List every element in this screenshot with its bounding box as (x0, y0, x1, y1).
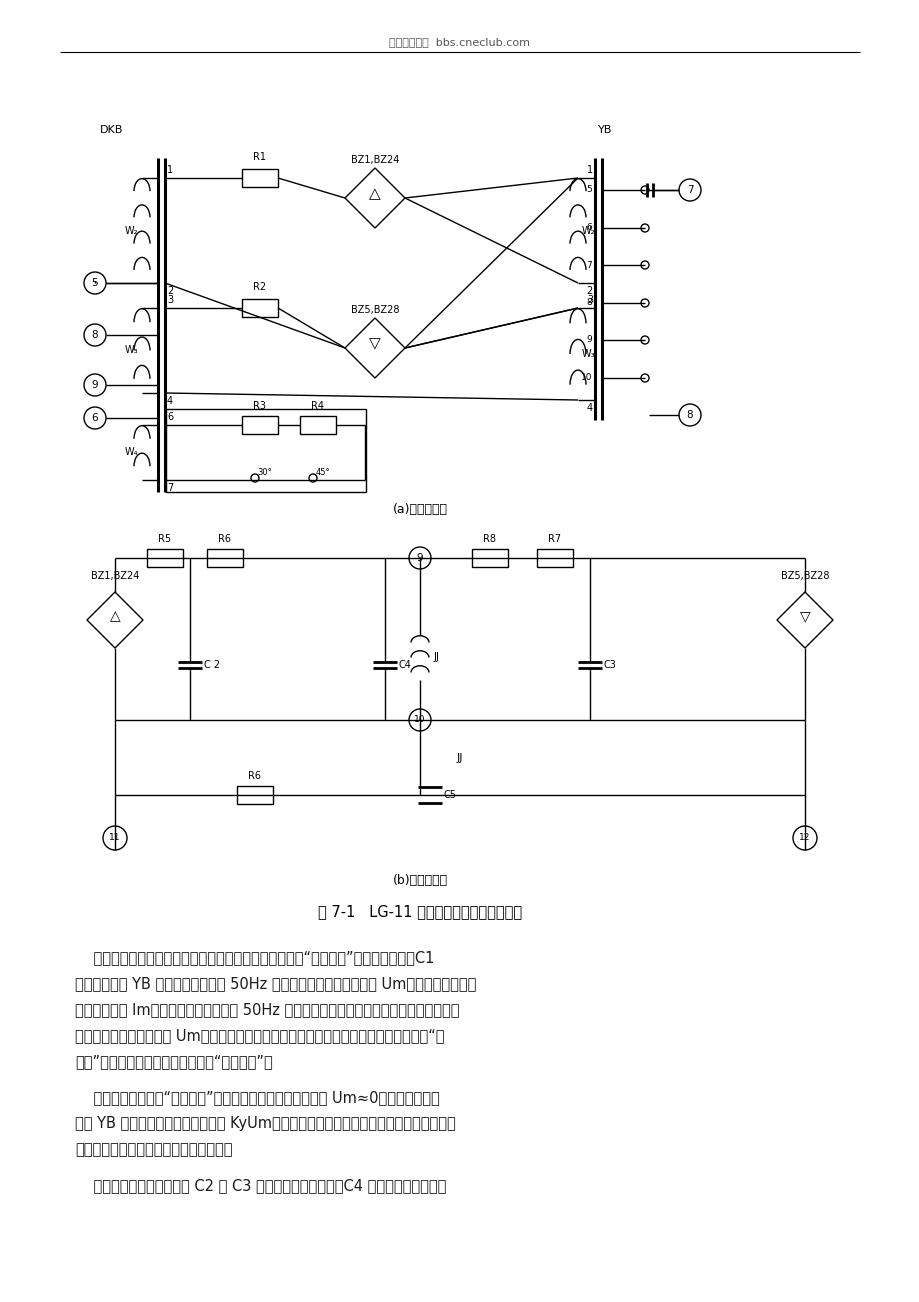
Text: 北方电力论坛  bbs.cneclub.com: 北方电力论坛 bbs.cneclub.com (389, 36, 530, 47)
Text: 住了”短路前的电压的相位，故称为“记忆回路”。: 住了”短路前的电压的相位，故称为“记忆回路”。 (75, 1055, 272, 1069)
Text: R2: R2 (253, 283, 267, 292)
Text: 9: 9 (585, 336, 591, 345)
Circle shape (84, 324, 106, 346)
Text: 30°: 30° (257, 467, 272, 477)
Circle shape (641, 336, 648, 344)
Text: 6: 6 (92, 413, 98, 423)
Text: C3: C3 (604, 660, 617, 671)
Text: 45°: 45° (315, 467, 330, 477)
Text: △: △ (109, 609, 120, 622)
Circle shape (641, 374, 648, 381)
Text: 2: 2 (586, 286, 593, 296)
Text: BZ1,BZ24: BZ1,BZ24 (91, 572, 139, 581)
Text: 6: 6 (167, 411, 173, 422)
Text: 该回路中电流 Im并不立即消失，而是按 50Hz 谐振频率，经过几个周波后，逐渐衰减为零。: 该回路中电流 Im并不立即消失，而是按 50Hz 谐振频率，经过几个周波后，逐渐… (75, 1003, 459, 1017)
Text: 10: 10 (580, 374, 591, 383)
Text: JJ: JJ (434, 652, 439, 663)
Bar (242, 299, 278, 316)
Circle shape (84, 408, 106, 428)
Text: BZ5,BZ28: BZ5,BZ28 (350, 305, 399, 315)
Text: 4: 4 (586, 404, 593, 413)
Text: (b)直流回路图: (b)直流回路图 (392, 874, 447, 887)
Text: 间内 YB 的二次绕组端钮有电压分量 KyUm存在，就可以继续进行幅值的比较，因而消除了: 间内 YB 的二次绕组端钮有电压分量 KyUm存在，就可以继续进行幅值的比较，因… (75, 1116, 455, 1131)
Circle shape (678, 178, 700, 201)
Text: 8: 8 (686, 410, 693, 421)
Text: W₃: W₃ (582, 349, 595, 359)
Text: 与中间变压器 YB 的绕组电感构成对 50Hz 串联谐振回路。这样当电压 Um突然降低为零时，: 与中间变压器 YB 的绕组电感构成对 50Hz 串联谐振回路。这样当电压 Um突… (75, 976, 476, 991)
Text: C4: C4 (399, 660, 412, 671)
Bar (165, 409, 366, 492)
Text: DKB: DKB (100, 125, 123, 135)
Text: 12: 12 (799, 833, 810, 842)
Text: 8: 8 (92, 329, 98, 340)
Text: 为了消除电压死区，功率方向继电器的电压回路需加设“记忆回路”，就是需要电容C1: 为了消除电压死区，功率方向继电器的电压回路需加设“记忆回路”，就是需要电容C1 (75, 950, 434, 965)
Text: (a)交流回路图: (a)交流回路图 (392, 504, 447, 517)
Text: 1: 1 (586, 165, 593, 174)
Text: R3: R3 (254, 401, 267, 411)
Circle shape (103, 825, 127, 850)
Circle shape (84, 272, 106, 294)
Text: R7: R7 (548, 534, 561, 544)
Text: 10: 10 (414, 716, 425, 724)
Text: 图 7-1   LG-11 功率方向继电器原理接线图: 图 7-1 LG-11 功率方向继电器原理接线图 (318, 905, 521, 919)
Bar (471, 549, 507, 566)
Circle shape (641, 260, 648, 270)
Circle shape (641, 224, 648, 232)
Text: R6: R6 (248, 771, 261, 781)
Text: 2: 2 (167, 286, 173, 296)
Bar (207, 549, 243, 566)
Text: 4: 4 (167, 396, 173, 406)
Text: W₄: W₄ (124, 448, 138, 457)
Text: W₃: W₃ (124, 345, 138, 355)
Text: 9: 9 (416, 553, 423, 562)
Text: R5: R5 (158, 534, 171, 544)
Circle shape (309, 474, 317, 482)
Text: 1: 1 (167, 165, 173, 174)
Text: 9: 9 (92, 380, 98, 391)
Bar (300, 417, 335, 434)
Text: C5: C5 (444, 790, 457, 799)
Circle shape (409, 547, 430, 569)
Text: 3: 3 (167, 296, 173, 305)
Circle shape (409, 710, 430, 730)
Text: JJ: JJ (456, 753, 463, 763)
Text: 5: 5 (585, 185, 591, 194)
Text: C 2: C 2 (204, 660, 220, 671)
Text: YB: YB (597, 125, 612, 135)
Bar (242, 169, 278, 187)
Circle shape (641, 186, 648, 194)
Bar (237, 786, 273, 805)
Text: 7: 7 (167, 483, 173, 493)
Text: 7: 7 (686, 185, 693, 195)
Text: BZ5,BZ28: BZ5,BZ28 (780, 572, 828, 581)
Text: 而这个电流与故障前电压 Um同相，并且在谐振衰减过程中维持相位不变。因此，相当于“记: 而这个电流与故障前电压 Um同相，并且在谐振衰减过程中维持相位不变。因此，相当于… (75, 1029, 444, 1043)
Text: 3: 3 (586, 296, 593, 305)
Text: 在整流比较回路中，电容 C2 和 C3 主要是滤除二次谐波，C4 用来滤除高次谐波。: 在整流比较回路中，电容 C2 和 C3 主要是滤除二次谐波，C4 用来滤除高次谐… (75, 1178, 446, 1193)
Circle shape (678, 404, 700, 426)
Text: 6: 6 (585, 224, 591, 233)
Text: R8: R8 (483, 534, 496, 544)
Circle shape (84, 374, 106, 396)
Bar (147, 549, 183, 566)
Text: W₂: W₂ (582, 225, 595, 236)
Circle shape (641, 299, 648, 307)
Text: R4: R4 (312, 401, 324, 411)
Circle shape (792, 825, 816, 850)
Circle shape (251, 474, 259, 482)
Text: W₂: W₂ (124, 225, 138, 236)
Text: △: △ (369, 186, 380, 202)
Bar (537, 549, 573, 566)
Text: R6: R6 (219, 534, 232, 544)
Text: BZ1,BZ24: BZ1,BZ24 (350, 155, 399, 165)
Text: 5: 5 (92, 279, 98, 288)
Bar (242, 417, 278, 434)
Text: ▽: ▽ (369, 336, 380, 352)
Text: 由于电压回路有了“记忆回路”的存在，当加于继电器的电压 Um≈0时，在一定的时: 由于电压回路有了“记忆回路”的存在，当加于继电器的电压 Um≈0时，在一定的时 (75, 1090, 439, 1105)
Text: R1: R1 (254, 152, 267, 161)
Text: 11: 11 (109, 833, 120, 842)
Text: 7: 7 (585, 260, 591, 270)
Text: 8: 8 (585, 298, 591, 307)
Text: ▽: ▽ (799, 609, 810, 622)
Text: 在正方向出口短路时继电器的电压死区。: 在正方向出口短路时继电器的电压死区。 (75, 1142, 233, 1157)
